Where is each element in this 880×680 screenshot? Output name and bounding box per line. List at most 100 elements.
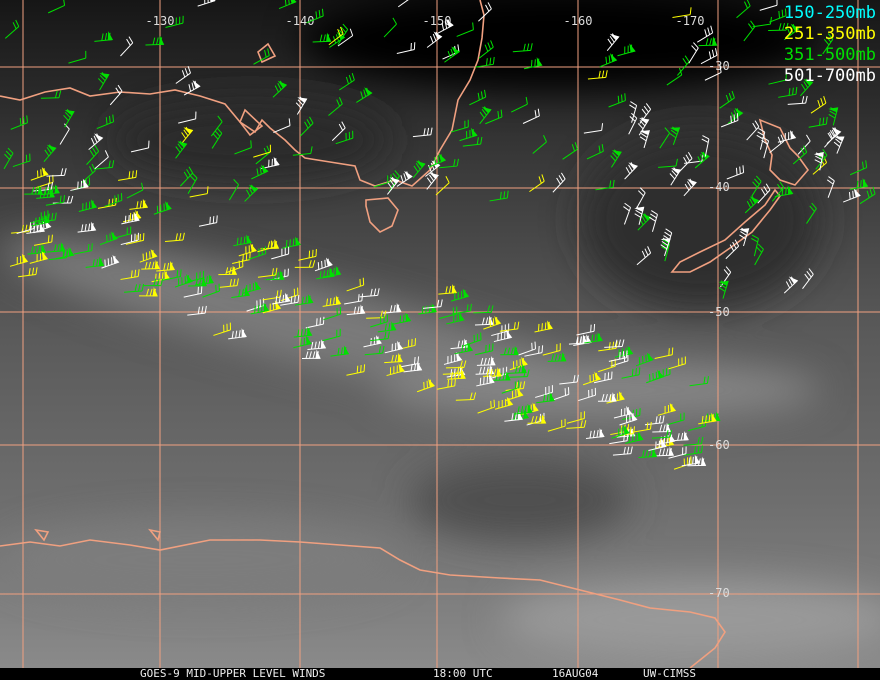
barb-feather	[87, 243, 90, 252]
barb-feather	[336, 307, 338, 316]
barb-feather	[387, 331, 390, 339]
barb-feather	[789, 26, 794, 34]
barb-feather	[48, 175, 51, 184]
barb-feather	[160, 278, 164, 286]
barb-staff	[666, 74, 683, 86]
barb-feather	[605, 70, 608, 78]
wind-barb	[459, 127, 478, 142]
barb-feather	[522, 381, 526, 389]
wind-barb	[248, 246, 267, 260]
barb-feather	[356, 365, 359, 374]
barb-feather	[279, 80, 285, 88]
barb-feather	[163, 203, 165, 211]
barb-feather	[128, 36, 134, 44]
barb-feather	[627, 407, 629, 415]
barb-feather	[43, 190, 46, 198]
barb-feather	[229, 279, 232, 287]
wind-barb	[454, 342, 474, 355]
barb-feather	[214, 130, 221, 137]
barb-feather	[274, 239, 276, 248]
barb-feather	[487, 357, 491, 366]
wind-barb	[787, 95, 808, 105]
barb-feather	[503, 347, 507, 355]
barb-feather	[454, 354, 456, 362]
wind-barb	[652, 422, 672, 433]
barb-feather	[304, 121, 309, 129]
barb-feather	[457, 44, 460, 52]
barb-feather	[262, 165, 265, 173]
wind-barb	[271, 246, 290, 260]
barb-feather	[830, 107, 838, 112]
barb-feather	[257, 305, 260, 313]
barb-feather	[548, 321, 550, 330]
barb-feather	[469, 303, 472, 312]
barb-feather	[19, 118, 22, 126]
barb-feather	[827, 33, 834, 40]
barb-feather	[117, 194, 119, 202]
wind-barb	[225, 259, 244, 274]
barb-feather	[319, 317, 321, 325]
barb-feather	[537, 323, 540, 332]
wind-barb	[262, 300, 282, 314]
barb-feather	[623, 206, 630, 212]
wind-barb	[31, 214, 51, 227]
barb-feather	[20, 256, 22, 264]
wind-barb	[446, 312, 465, 325]
wind-barb	[364, 345, 385, 356]
barb-feather	[488, 344, 491, 352]
barb-feather	[758, 128, 766, 133]
wind-barb	[725, 239, 740, 260]
barb-feather	[453, 368, 456, 376]
barb-feather	[682, 58, 688, 65]
wind-barb	[447, 369, 466, 380]
barb-feather	[251, 184, 256, 192]
barb-feather	[472, 128, 474, 137]
barb-feather	[689, 7, 692, 15]
barb-staff	[397, 0, 414, 8]
barb-feather	[363, 89, 367, 97]
barb-feather	[115, 87, 121, 95]
barb-feather	[658, 448, 662, 456]
barb-feather	[534, 416, 538, 424]
barb-feather	[740, 231, 747, 236]
wind-barb	[576, 323, 596, 336]
wind-barb	[322, 328, 341, 342]
barb-feather	[360, 365, 362, 373]
barb-feather	[690, 456, 692, 464]
barb-feather	[822, 117, 825, 125]
barb-feather	[479, 366, 482, 375]
barb-feather	[153, 278, 157, 286]
longitude-label: -150	[423, 14, 452, 28]
wind-barb	[659, 127, 671, 149]
wind-barb	[746, 120, 760, 141]
barb-feather	[183, 129, 189, 137]
wind-barb	[3, 147, 14, 170]
barb-feather	[181, 70, 186, 78]
barb-feather	[151, 261, 155, 269]
barb-feather	[267, 48, 270, 56]
barb-feather	[624, 46, 626, 54]
barb-feather	[537, 108, 540, 117]
barb-feather	[7, 147, 14, 154]
barb-feather	[264, 246, 267, 254]
wind-barb	[316, 267, 335, 280]
barb-feather	[326, 34, 330, 42]
barb-feather	[583, 420, 587, 428]
wind-barb	[29, 251, 49, 264]
wind-barb	[456, 22, 474, 37]
barb-feather	[485, 4, 490, 12]
wind-barb	[422, 299, 443, 309]
barb-feather	[484, 44, 489, 52]
barb-feather	[672, 126, 679, 132]
wind-barb	[46, 168, 67, 177]
barb-feather	[730, 115, 732, 123]
barb-feather	[252, 244, 254, 252]
barb-feather	[718, 287, 726, 292]
barb-feather	[430, 35, 434, 44]
barb-feather	[319, 34, 323, 42]
wind-barb	[810, 96, 827, 114]
barb-feather	[26, 115, 28, 123]
wind-barb	[233, 234, 252, 247]
barb-feather	[607, 38, 613, 46]
